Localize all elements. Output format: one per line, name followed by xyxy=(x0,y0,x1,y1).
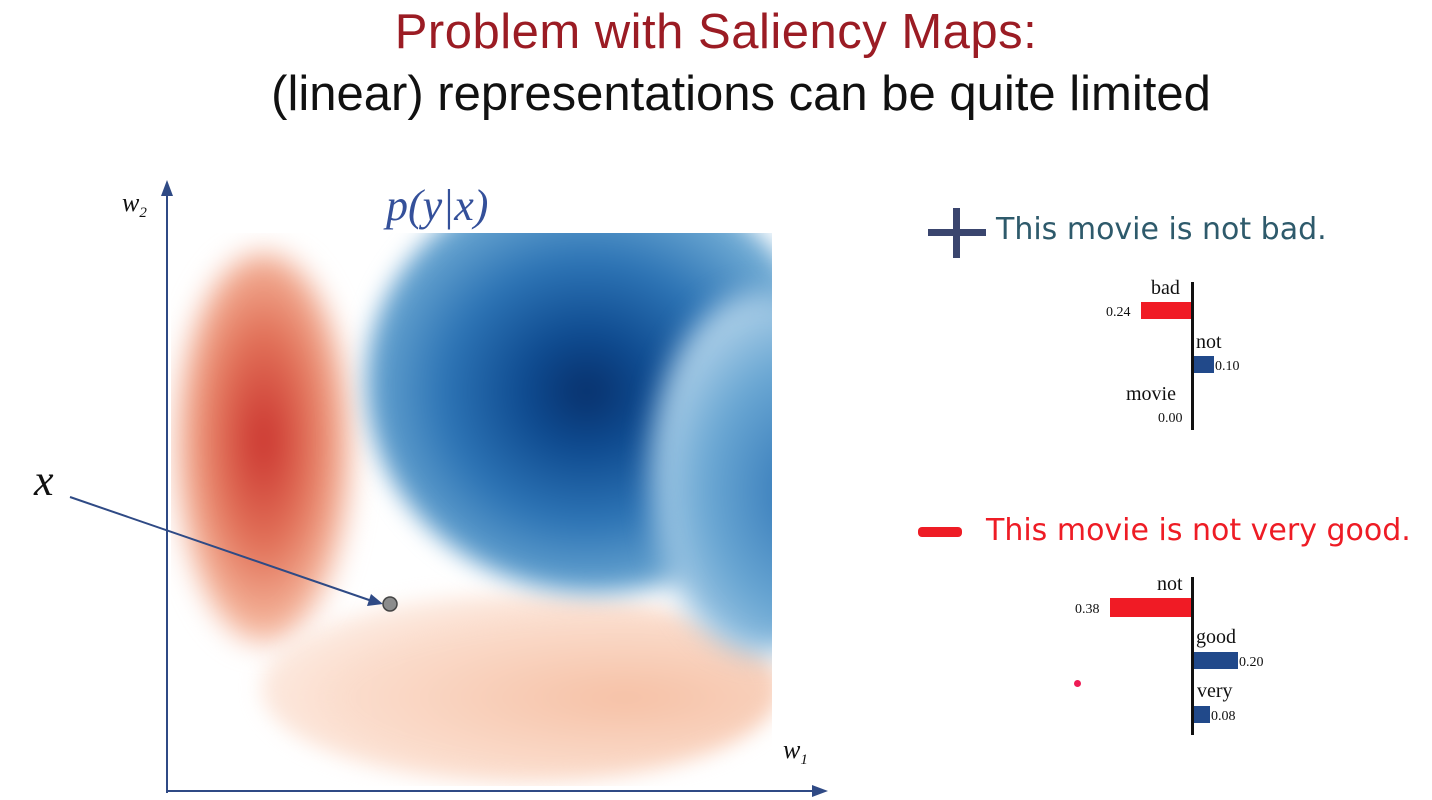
bar-word: not xyxy=(1157,573,1183,595)
point-arrowhead xyxy=(367,594,383,606)
bar-word: movie xyxy=(1126,383,1176,405)
bar-positive xyxy=(1194,356,1214,373)
bar-axis-negative xyxy=(1191,577,1194,735)
heatmap-label: p(y|x) xyxy=(386,181,489,230)
bar-word: not xyxy=(1196,331,1222,353)
x-axis-arrowhead xyxy=(812,785,828,797)
bar-value: 0.38 xyxy=(1075,602,1100,617)
y-axis-arrowhead xyxy=(161,180,173,196)
bar-positive xyxy=(1194,652,1238,669)
bar-value: 0.10 xyxy=(1215,359,1240,374)
input-point xyxy=(382,596,398,612)
y-axis-label: w2 xyxy=(122,188,147,222)
bar-value: 0.20 xyxy=(1239,655,1264,670)
minus-sign-icon xyxy=(918,527,962,537)
bar-word: good xyxy=(1196,626,1236,648)
bar-word: very xyxy=(1197,680,1233,702)
bar-value: 0.24 xyxy=(1106,305,1131,320)
probability-heatmap xyxy=(171,233,772,786)
bar-positive xyxy=(1194,706,1210,723)
slide-subtitle: (linear) representations can be quite li… xyxy=(271,67,1211,121)
point-arrow xyxy=(69,496,373,602)
laser-pointer-dot xyxy=(1074,680,1081,687)
red-region-left xyxy=(176,253,351,643)
example-sentence-negative: This movie is not very good. xyxy=(986,513,1411,548)
bar-value: 0.08 xyxy=(1211,709,1236,724)
point-label: x xyxy=(34,456,54,505)
bar-negative xyxy=(1141,302,1191,319)
bar-negative xyxy=(1110,598,1191,617)
bar-value: 0.00 xyxy=(1158,411,1183,426)
red-region-bottom xyxy=(261,593,772,783)
example-sentence-positive: This movie is not bad. xyxy=(996,212,1327,247)
bar-word: bad xyxy=(1151,277,1180,299)
slide-title: Problem with Saliency Maps: xyxy=(394,5,1038,59)
x-axis-label: w1 xyxy=(783,735,808,769)
plus-sign-icon xyxy=(928,208,986,258)
bar-axis-positive xyxy=(1191,282,1194,430)
